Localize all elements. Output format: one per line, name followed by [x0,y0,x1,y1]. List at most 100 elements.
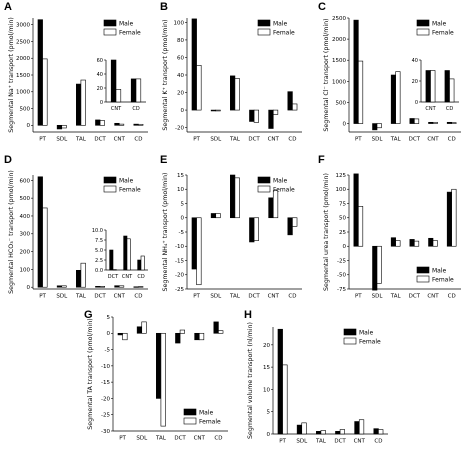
panel-b-y-tick-label: 20 [177,90,184,96]
panel-b-bar-female-tal [234,78,240,111]
panel-f-bar-female-tal [395,240,401,247]
panel-e-bar-male-cnt [268,197,274,219]
panel-f-y-tick-label: 75 [339,201,346,207]
panel-d-x-tick-label: TAL [75,294,87,300]
panel-f-legend-swatch-female [416,275,430,283]
panel-d-y-axis-title: Segmental HCO₃⁻ transport (pmol/min) [8,170,15,294]
panel-h-legend-swatch-female [343,337,357,345]
panel-d-inset-x-tick-label: CNT [122,274,133,280]
panel-f-bar-female-pt [358,206,364,247]
panel-g-y-axis-title: Segmental TA transport (pmol/min) [87,318,94,429]
panel-g-y-tick-label: -25 [101,413,110,419]
panel-b-y-tick-label: 40 [177,73,184,79]
panel-c-inset-y-tick-label: 40 [412,58,418,64]
panel-a-legend-swatch-male [103,19,117,27]
panel-e-legend-swatch-male [257,176,271,184]
panel-g-y-tick-label: -5 [105,347,111,353]
panel-a-y-tick-label: 0 [27,123,31,129]
panel-a-bar-female-sdl [61,124,67,129]
panel-a-inset-y-tick-label: 0 [100,100,103,106]
panel-a-bar-male-sdl [56,124,63,130]
panel-f-bar-male-dct [409,239,415,247]
panel-h-bar-female-pt [282,364,288,435]
panel-a-bar-female-pt [42,58,48,126]
panel-g-y-tick-label: -15 [101,380,110,386]
panel-c-y-tick-label: 2000 [332,37,346,43]
panel-f-y-tick-label: -50 [337,273,346,279]
panel-g-legend-swatch-female [183,417,197,425]
panel-b-bar-female-cd [292,103,298,111]
panel-f-x-tick-label: TAL [390,294,402,300]
panel-f-y-axis-title: Segmental urea transport (pmol/min) [323,173,330,291]
panel-a-x-tick-label: PT [39,137,46,143]
panel-b-y-tick-label: 80 [177,38,184,44]
panel-d-inset-x-tick-label: CD [137,274,144,280]
panel-h-bar-male-dct [335,431,341,435]
panel-f-bar-male-pt [353,173,359,247]
panel-c-bar-male-dct [409,118,415,124]
panel-d-bar-male-sdl [56,285,63,288]
panel-e-bar-female-tal [234,177,240,219]
panel-d-x-tick-label: DCT [94,294,106,300]
panel-b-x-tick-label: CNT [268,137,280,143]
panel-d-bar-female-pt [42,207,48,288]
panel-d-inset-bar-female-cnt [126,238,131,271]
panel-b-bar-male-sdl [210,109,217,112]
panel-h-bar-male-sdl [296,424,303,435]
panel-a-inset-y-tick-label: 60 [97,58,103,64]
panel-c-bar-female-sdl [376,123,382,129]
panel-d-legend-label-male: Male [119,178,134,185]
panel-d-x-tick-label: CD [134,294,142,300]
panel-h-bar-male-cnt [354,421,360,435]
panel-d-bar-male-dct [95,286,101,288]
panel-h-bar-male-tal [316,431,322,435]
panel-a-y-tick-label: 2000 [16,56,30,62]
panel-e-bar-male-pt [191,217,197,270]
panel-a: A 0 500 1000 1500 2000 2500 3000 PT SDL TAL DCT CNT C… [4,1,148,143]
panel-b-y-tick-label: 60 [177,55,184,61]
panel-b-x-tick-label: TAL [229,137,241,143]
panel-b-y-tick-label: 0 [181,108,185,114]
panel-g-legend-label-male: Male [199,410,214,417]
panel-c-x-tick-label: SDL [372,137,384,143]
panel-b-bar-male-dct [249,109,255,122]
panel-a-y-tick-label: 3000 [16,23,30,29]
panel-c-x-tick-label: DCT [409,137,421,143]
panel-c-bar-female-pt [358,60,364,124]
panel-f-bar-male-cd [446,191,452,247]
panel-f-legend-label-female: Female [432,277,454,284]
panel-c-bar-female-tal [395,71,401,124]
panel-f-legend-label-male: Male [432,268,447,275]
panel-d-y-tick-label: 100 [20,267,31,273]
panel-f-y-tick-label: 100 [336,187,347,193]
panel-a-inset-bar-female-cd [135,78,142,103]
panel-d-bar-female-sdl [61,285,67,288]
panel-a-inset-bar-male-cnt [110,59,117,103]
panel-h-bar-male-pt [277,328,283,435]
panel-f: F -75 -50 -25 0 25 50 75 100 125 PT SDL TAL DCT CNT CD S… [318,154,461,300]
panel-d-bar-male-tal [76,269,82,288]
panel-a-bar-female-cd [138,123,144,126]
panel-a-legend-swatch-female [103,28,117,36]
panel-g-y-tick-label: 5 [107,315,111,321]
panel-e-bar-male-dct [249,217,255,243]
panel-e-x-tick-label: SDL [210,294,222,300]
panel-a-y-tick-label: 1500 [16,73,30,79]
panel-c: C 0 500 1000 1500 2000 2500 PT SDL TAL DCT CNT CD Seg… [318,1,461,143]
panel-c-bar-female-cnt [432,121,438,124]
panel-e-bar-female-pt [196,217,202,286]
panel-d-x-tick-label: PT [39,294,46,300]
panel-g-bar-female-cd [218,330,224,334]
panel-a-y-tick-label: 2500 [16,39,30,45]
panel-g-x-tick-label: DCT [174,436,186,442]
panel-e-x-tick-label: CD [288,294,296,300]
panel-g-y-tick-label: -20 [101,396,110,402]
panel-h-y-tick-label: 5 [267,410,271,416]
panel-c-bar-female-cd [451,122,457,124]
panel-e-legend-label-male: Male [273,178,288,185]
panel-a-inset-x-tick-label: CD [132,106,139,112]
panel-f-y-tick-label: -25 [337,258,346,264]
panel-g-x-tick-label: PT [119,436,126,442]
panel-f-x-tick-label: CNT [427,294,439,300]
panel-e-y-axis-title: Segmental NH₄⁺ transport (pmol/min) [162,173,169,292]
